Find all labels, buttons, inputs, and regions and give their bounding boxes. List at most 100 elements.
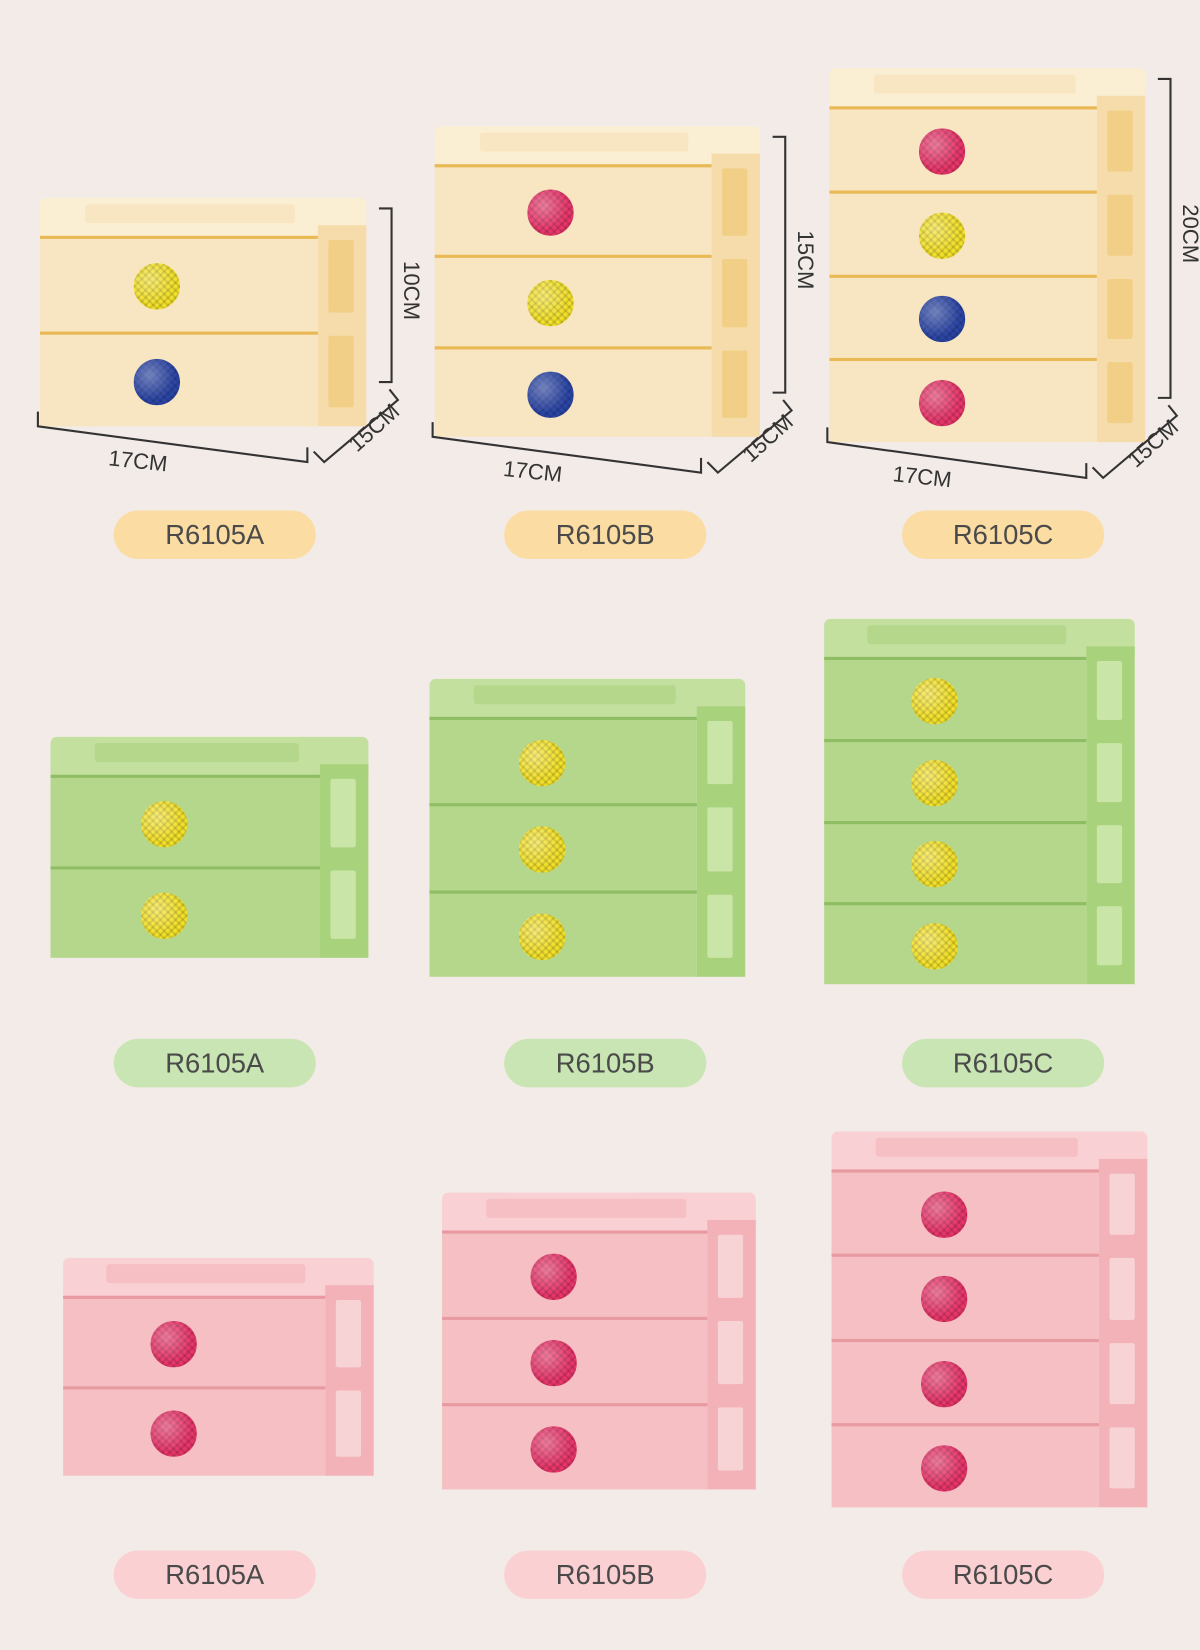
model-label: R6105B [504, 1038, 707, 1088]
drawer-knob-blue [527, 371, 575, 418]
drawer-knob-yellow [518, 740, 565, 787]
drawer-lid [831, 1131, 1148, 1170]
drawer-front [829, 106, 1097, 191]
dimension-height: 20CM [1177, 203, 1200, 263]
drawer-unit-r6105a [39, 197, 367, 427]
drawer-knob-yellow [911, 841, 958, 888]
dimension-width: 17CM [891, 462, 953, 493]
model-label: R6105A [113, 510, 316, 559]
drawer-side-panel [711, 153, 760, 437]
drawer-side-panel [696, 706, 746, 977]
drawer-lid [429, 678, 746, 717]
model-label: R6105B [504, 1550, 707, 1599]
drawer-knob-yellow [518, 913, 565, 960]
drawer-front [824, 902, 1087, 985]
lid-panel [473, 685, 676, 705]
lid-panel [95, 743, 299, 763]
drawer-unit-r6105c [829, 68, 1146, 443]
lid-panel [480, 132, 689, 152]
drawer-knob-red [150, 1320, 197, 1368]
drawer-knob-blue [918, 296, 965, 343]
dimension-line [1157, 77, 1172, 399]
side-window [722, 168, 748, 237]
side-window [335, 1389, 362, 1457]
drawer-front [829, 274, 1097, 359]
model-label: R6105C [902, 1038, 1105, 1088]
model-label: R6105A [113, 1038, 316, 1088]
drawer-front [831, 1253, 1099, 1339]
drawer-front [831, 1338, 1099, 1423]
drawer-front [63, 1295, 326, 1386]
drawer-front [429, 803, 697, 891]
drawer-lid [50, 736, 369, 775]
drawer-side-panel [707, 1219, 756, 1490]
side-window [717, 1407, 744, 1471]
model-label: R6105A [113, 1550, 316, 1599]
side-window [1109, 1258, 1135, 1320]
drawer-knob-yellow [918, 212, 965, 259]
drawer-front [429, 716, 697, 804]
drawer-front [434, 345, 712, 437]
drawer-front [442, 1230, 708, 1317]
drawer-knob-red [530, 1426, 577, 1473]
drawer-knob-red [527, 189, 575, 236]
drawer-side-panel [1096, 95, 1146, 443]
drawer-front [50, 774, 320, 867]
drawer-knob-red [150, 1410, 197, 1458]
dimension-height: 10CM [398, 260, 424, 320]
side-window [1096, 742, 1123, 802]
drawer-front [63, 1385, 326, 1476]
drawer-front [442, 1316, 708, 1404]
drawer-side-panel [1086, 646, 1135, 985]
drawer-unit-r6105a [50, 736, 369, 958]
drawer-unit-r6105b [442, 1192, 756, 1490]
side-window [707, 807, 733, 872]
drawer-unit-r6105c [831, 1131, 1148, 1508]
model-label: R6105B [504, 510, 707, 559]
dimension-width: 17CM [107, 446, 169, 477]
drawer-knob-red [920, 1360, 967, 1407]
drawer-knob-red [918, 380, 965, 427]
drawer-front [831, 1422, 1099, 1508]
side-window [1109, 1427, 1135, 1489]
drawer-lid [434, 126, 760, 165]
lid-panel [875, 1137, 1078, 1157]
side-window [328, 239, 354, 313]
drawer-front [39, 235, 318, 332]
model-label: R6105C [902, 1550, 1105, 1599]
side-window [330, 778, 356, 848]
side-window [722, 350, 748, 418]
drawer-knob-blue [133, 358, 180, 405]
drawer-side-panel [317, 225, 367, 427]
side-window [707, 894, 733, 958]
drawer-front [429, 890, 697, 977]
drawer-front [831, 1169, 1099, 1254]
drawer-lid [39, 197, 367, 236]
drawer-unit-r6105b [429, 678, 746, 977]
drawer-unit-r6105b [434, 126, 760, 437]
dimension-line [378, 207, 393, 384]
side-window [1107, 278, 1133, 340]
drawer-front [824, 820, 1087, 903]
drawer-knob-red [530, 1253, 577, 1300]
drawer-front [434, 164, 712, 256]
drawer-knob-red [920, 1276, 967, 1323]
drawer-knob-yellow [911, 759, 958, 806]
side-window [328, 335, 354, 408]
side-window [1109, 1173, 1135, 1235]
lid-panel [867, 625, 1067, 645]
side-window [1109, 1342, 1135, 1404]
drawer-knob-yellow [140, 892, 187, 939]
side-window [1096, 824, 1123, 884]
drawer-unit-r6105a [63, 1257, 374, 1476]
side-window [707, 721, 733, 785]
model-label: R6105C [902, 510, 1105, 559]
drawer-front [824, 656, 1087, 739]
lid-panel [85, 204, 295, 224]
lid-panel [106, 1264, 306, 1284]
drawer-lid [442, 1192, 756, 1231]
drawer-knob-red [918, 128, 965, 175]
dimension-width: 17CM [501, 456, 563, 488]
drawer-front [442, 1403, 708, 1490]
drawer-front [50, 866, 320, 958]
